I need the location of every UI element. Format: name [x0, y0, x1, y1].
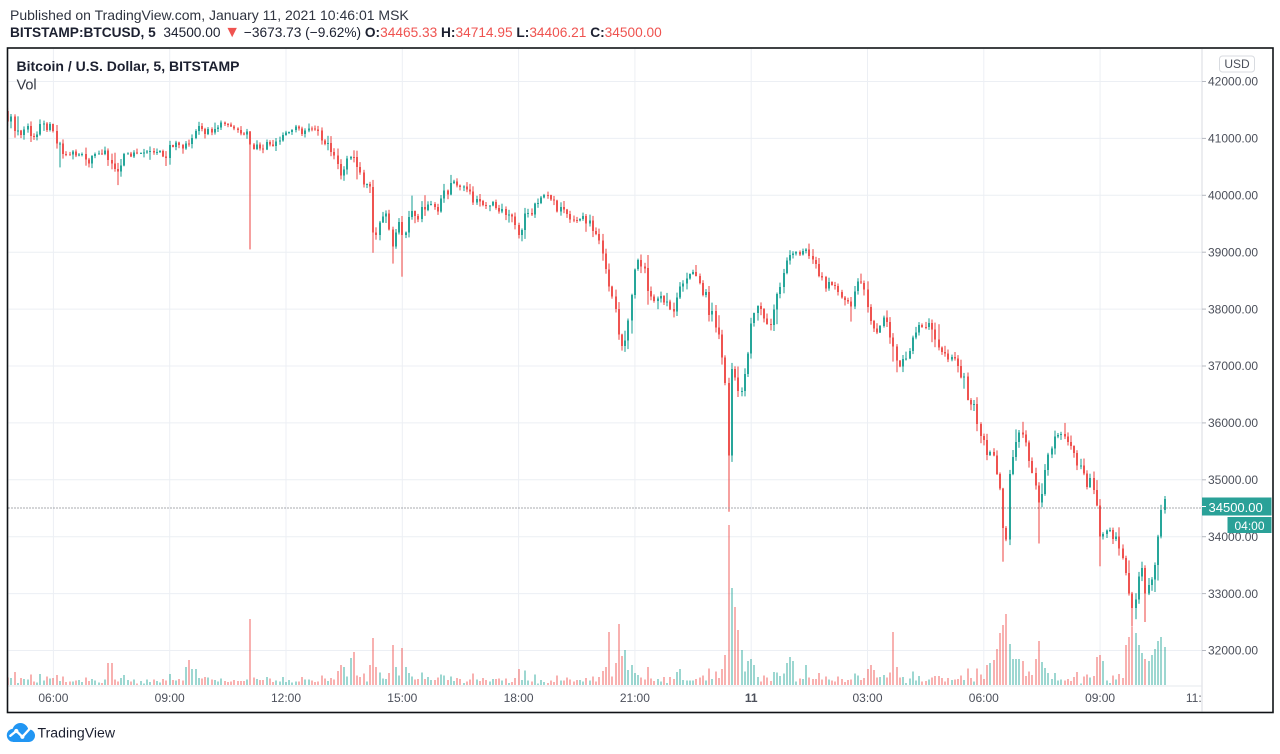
svg-text:35000.00: 35000.00	[1208, 473, 1258, 487]
svg-text:11: 11	[745, 691, 758, 705]
svg-text:06:00: 06:00	[969, 691, 999, 705]
svg-text:34500.00: 34500.00	[1209, 500, 1263, 515]
svg-text:21:00: 21:00	[620, 691, 650, 705]
svg-text:06:00: 06:00	[38, 691, 68, 705]
svg-text:03:00: 03:00	[852, 691, 882, 705]
svg-text:09:00: 09:00	[1085, 691, 1115, 705]
svg-text:32000.00: 32000.00	[1208, 644, 1258, 658]
svg-text:36000.00: 36000.00	[1208, 416, 1258, 430]
svg-text:39000.00: 39000.00	[1208, 245, 1258, 259]
svg-text:40000.00: 40000.00	[1208, 189, 1258, 203]
svg-text:41000.00: 41000.00	[1208, 132, 1258, 146]
svg-text:34000.00: 34000.00	[1208, 530, 1258, 544]
svg-text:12:00: 12:00	[271, 691, 301, 705]
svg-text:TradingView: TradingView	[38, 725, 116, 741]
svg-text:42000.00: 42000.00	[1208, 75, 1258, 89]
svg-text:04:00: 04:00	[1234, 519, 1264, 533]
svg-text:33000.00: 33000.00	[1208, 587, 1258, 601]
svg-text:11:3: 11:3	[1186, 691, 1209, 705]
svg-text:38000.00: 38000.00	[1208, 302, 1258, 316]
svg-text:USD: USD	[1224, 57, 1250, 71]
svg-text:Vol: Vol	[17, 78, 37, 94]
svg-text:Bitcoin / U.S. Dollar, 5, BITS: Bitcoin / U.S. Dollar, 5, BITSTAMP	[17, 58, 240, 74]
svg-text:15:00: 15:00	[387, 691, 417, 705]
svg-text:09:00: 09:00	[155, 691, 185, 705]
svg-text:18:00: 18:00	[504, 691, 534, 705]
svg-text:37000.00: 37000.00	[1208, 359, 1258, 373]
